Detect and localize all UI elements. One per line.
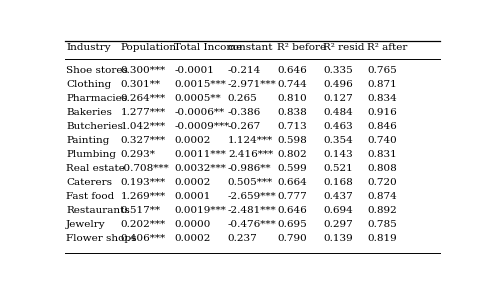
- Text: 1.269***: 1.269***: [121, 192, 166, 201]
- Text: 0.0001: 0.0001: [175, 192, 211, 201]
- Text: Pharmacies: Pharmacies: [66, 94, 127, 103]
- Text: 0.810: 0.810: [278, 94, 307, 103]
- Text: Plumbing: Plumbing: [66, 150, 116, 159]
- Text: 0.765: 0.765: [367, 66, 397, 75]
- Text: -2.659***: -2.659***: [228, 192, 277, 201]
- Text: 0.237: 0.237: [228, 234, 257, 243]
- Text: 0.0002: 0.0002: [175, 136, 211, 145]
- Text: 0.871: 0.871: [367, 80, 397, 89]
- Text: 0.327***: 0.327***: [121, 136, 166, 145]
- Text: 0.838: 0.838: [278, 108, 307, 117]
- Text: -0.708***: -0.708***: [121, 164, 170, 173]
- Text: 0.819: 0.819: [367, 234, 397, 243]
- Text: -2.971***: -2.971***: [228, 80, 277, 89]
- Text: 0.406***: 0.406***: [121, 234, 166, 243]
- Text: 0.301**: 0.301**: [121, 80, 161, 89]
- Text: Total Income: Total Income: [175, 43, 243, 52]
- Text: 0.521: 0.521: [323, 164, 353, 173]
- Text: 0.517**: 0.517**: [121, 206, 161, 215]
- Text: 0.297: 0.297: [323, 220, 353, 229]
- Text: Population: Population: [121, 43, 177, 52]
- Text: Fast food: Fast food: [66, 192, 114, 201]
- Text: 0.0002: 0.0002: [175, 178, 211, 187]
- Text: 0.777: 0.777: [278, 192, 307, 201]
- Text: R² after: R² after: [367, 43, 408, 52]
- Text: 0.354: 0.354: [323, 136, 353, 145]
- Text: Painting: Painting: [66, 136, 109, 145]
- Text: 0.744: 0.744: [278, 80, 307, 89]
- Text: 0.695: 0.695: [278, 220, 307, 229]
- Text: 0.484: 0.484: [323, 108, 353, 117]
- Text: Caterers: Caterers: [66, 178, 112, 187]
- Text: 1.124***: 1.124***: [228, 136, 273, 145]
- Text: 0.293*: 0.293*: [121, 150, 156, 159]
- Text: 0.664: 0.664: [278, 178, 307, 187]
- Text: 0.785: 0.785: [367, 220, 397, 229]
- Text: Jewelry: Jewelry: [66, 220, 106, 229]
- Text: 0.0019***: 0.0019***: [175, 206, 226, 215]
- Text: 0.139: 0.139: [323, 234, 353, 243]
- Text: 0.143: 0.143: [323, 150, 353, 159]
- Text: 0.599: 0.599: [278, 164, 307, 173]
- Text: 0.802: 0.802: [278, 150, 307, 159]
- Text: 0.846: 0.846: [367, 122, 397, 131]
- Text: Bakeries: Bakeries: [66, 108, 112, 117]
- Text: R² before: R² before: [278, 43, 327, 52]
- Text: 0.874: 0.874: [367, 192, 397, 201]
- Text: 0.892: 0.892: [367, 206, 397, 215]
- Text: 0.694: 0.694: [323, 206, 353, 215]
- Text: -0.986**: -0.986**: [228, 164, 271, 173]
- Text: 0.193***: 0.193***: [121, 178, 166, 187]
- Text: R² resid: R² resid: [323, 43, 365, 52]
- Text: 2.416***: 2.416***: [228, 150, 273, 159]
- Text: -0.267: -0.267: [228, 122, 261, 131]
- Text: -0.214: -0.214: [228, 66, 261, 75]
- Text: 0.598: 0.598: [278, 136, 307, 145]
- Text: 0.916: 0.916: [367, 108, 397, 117]
- Text: Real estate: Real estate: [66, 164, 125, 173]
- Text: Shoe stores: Shoe stores: [66, 66, 128, 75]
- Text: 0.168: 0.168: [323, 178, 353, 187]
- Text: Butcheries: Butcheries: [66, 122, 123, 131]
- Text: 0.505***: 0.505***: [228, 178, 273, 187]
- Text: 0.646: 0.646: [278, 66, 307, 75]
- Text: Flower shops: Flower shops: [66, 234, 137, 243]
- Text: 0.335: 0.335: [323, 66, 353, 75]
- Text: Restaurants: Restaurants: [66, 206, 130, 215]
- Text: -2.481***: -2.481***: [228, 206, 277, 215]
- Text: 0.496: 0.496: [323, 80, 353, 89]
- Text: 0.808: 0.808: [367, 164, 397, 173]
- Text: 0.300***: 0.300***: [121, 66, 166, 75]
- Text: 0.127: 0.127: [323, 94, 353, 103]
- Text: -0.0001: -0.0001: [175, 66, 214, 75]
- Text: Industry: Industry: [66, 43, 111, 52]
- Text: -0.386: -0.386: [228, 108, 261, 117]
- Text: 0.0015***: 0.0015***: [175, 80, 226, 89]
- Text: 0.0000: 0.0000: [175, 220, 211, 229]
- Text: 0.834: 0.834: [367, 94, 397, 103]
- Text: 0.713: 0.713: [278, 122, 307, 131]
- Text: 0.463: 0.463: [323, 122, 353, 131]
- Text: 0.831: 0.831: [367, 150, 397, 159]
- Text: 0.0002: 0.0002: [175, 234, 211, 243]
- Text: 1.042***: 1.042***: [121, 122, 166, 131]
- Text: Clothing: Clothing: [66, 80, 111, 89]
- Text: 0.720: 0.720: [367, 178, 397, 187]
- Text: constant: constant: [228, 43, 273, 52]
- Text: 0.437: 0.437: [323, 192, 353, 201]
- Text: 1.277***: 1.277***: [121, 108, 166, 117]
- Text: 0.0005**: 0.0005**: [175, 94, 221, 103]
- Text: 0.0011***: 0.0011***: [175, 150, 226, 159]
- Text: -0.0006**: -0.0006**: [175, 108, 224, 117]
- Text: 0.740: 0.740: [367, 136, 397, 145]
- Text: 0.264***: 0.264***: [121, 94, 166, 103]
- Text: -0.476***: -0.476***: [228, 220, 277, 229]
- Text: 0.202***: 0.202***: [121, 220, 166, 229]
- Text: 0.0032***: 0.0032***: [175, 164, 226, 173]
- Text: 0.265: 0.265: [228, 94, 257, 103]
- Text: -0.0009***: -0.0009***: [175, 122, 230, 131]
- Text: 0.790: 0.790: [278, 234, 307, 243]
- Text: 0.646: 0.646: [278, 206, 307, 215]
